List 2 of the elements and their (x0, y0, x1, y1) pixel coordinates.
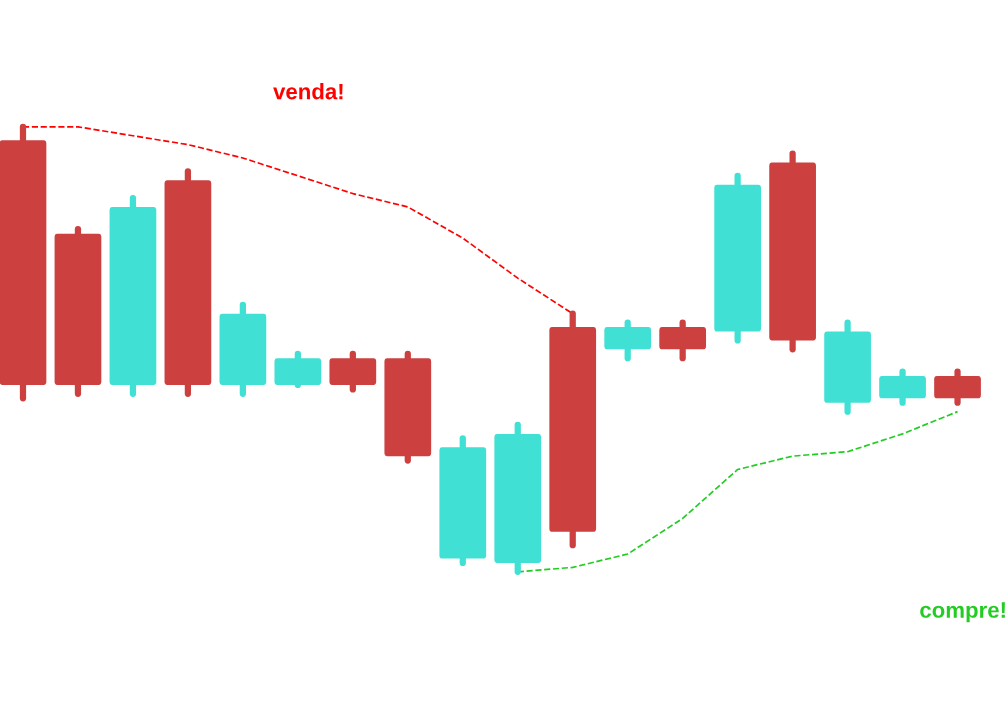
text: compre! (920, 602, 1005, 623)
text: venda! (273, 83, 343, 100)
